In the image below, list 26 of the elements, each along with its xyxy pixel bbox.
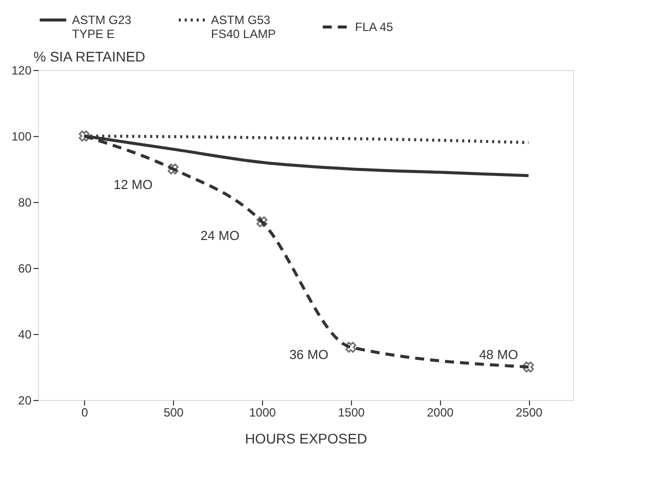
y-tick-label: 80: [18, 196, 32, 210]
annotation: 36 MO: [289, 347, 328, 362]
y-tick-label: 20: [18, 394, 32, 408]
annotation: 12 MO: [114, 177, 153, 192]
annotation: 24 MO: [200, 228, 240, 243]
point: [168, 164, 179, 174]
point: [523, 362, 534, 372]
x-tick-label: 2500: [516, 406, 543, 420]
x-tick-label: 1500: [338, 406, 365, 420]
legend-label: FLA 45: [355, 20, 394, 34]
x-tick-label: 500: [164, 406, 184, 420]
x-tick-label: 0: [81, 406, 88, 420]
y-axis-title: % SIA RETAINED: [34, 48, 146, 64]
x-axis-title: HOURS EXPOSED: [244, 430, 368, 446]
y-tick-label: 100: [11, 130, 32, 144]
legend-label: ASTM G23 TYPE E: [72, 13, 132, 41]
legend-label: ASTM G53 FS40 LAMP: [211, 13, 276, 41]
point: [256, 216, 268, 228]
x-tick-label: 2000: [426, 406, 454, 420]
point: [78, 130, 90, 142]
point: [345, 342, 356, 353]
y-tick-label: 120: [11, 64, 32, 78]
annotation: 48 MO: [479, 347, 518, 362]
y-tick-label: 60: [18, 262, 32, 276]
y-tick-label: 40: [18, 328, 32, 342]
x-tick-label: 1000: [249, 406, 276, 420]
